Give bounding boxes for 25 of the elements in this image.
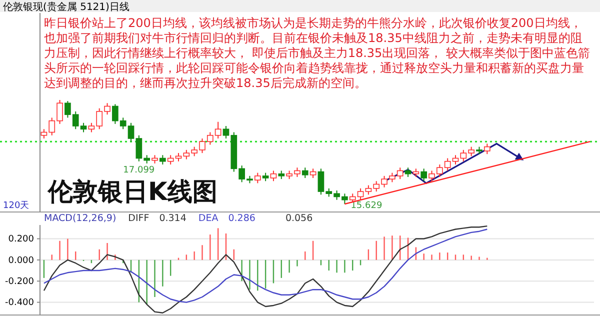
text: 昨日银价站上了200日均线，该均线被市场认为是长期走势的牛熊分水岭，此次银价收复200日均线，也加强了前期我们对牛市行情回归的判断。目前在银价未触及18.35中线阻力之前，走势未有明显的阻力压制，因此行情继续上行概率较大， 即使后市触及主力18.35出现回落， 较大概率类似于图中蓝色箭头所示的一轮回踩行情，此轮回踩可能令银价向着趋势线靠拢，通过释放空头力量和积蓄新的买盘力量达到调整的目的，继而再次拉升突破18.35后完成新的空间。 xyxy=(44,16,590,90)
text: 120天 xyxy=(3,200,30,211)
text: 0.056 xyxy=(285,213,313,224)
candlestick xyxy=(484,143,490,155)
line-series xyxy=(43,225,488,314)
text: DEA xyxy=(198,213,219,224)
text: DIFF xyxy=(128,213,150,224)
line-series xyxy=(43,228,488,303)
annotation: 15.629 xyxy=(350,201,382,211)
candlestick xyxy=(420,168,428,182)
candlestick xyxy=(302,167,308,178)
candlestick xyxy=(270,170,277,182)
y-tick-label: -0.200 xyxy=(4,277,34,287)
text: 0.286 xyxy=(228,213,256,224)
text: 0.314 xyxy=(159,213,186,224)
y-tick-label: 0.000 xyxy=(8,256,34,266)
y-tick-label: 0.200 xyxy=(8,234,34,245)
candlestick xyxy=(160,154,166,165)
chart-subtitle: 伦敦银现(贵金属 5121)日线 xyxy=(3,1,130,13)
y-tick-label: -0.400 xyxy=(4,298,34,308)
candlestick xyxy=(310,168,316,178)
text: 伦敦银日K线图 xyxy=(47,177,218,206)
chart-title: MACD(12,26,9) xyxy=(44,213,116,224)
annotation: 17.099 xyxy=(123,165,155,176)
candlestick xyxy=(254,172,261,184)
